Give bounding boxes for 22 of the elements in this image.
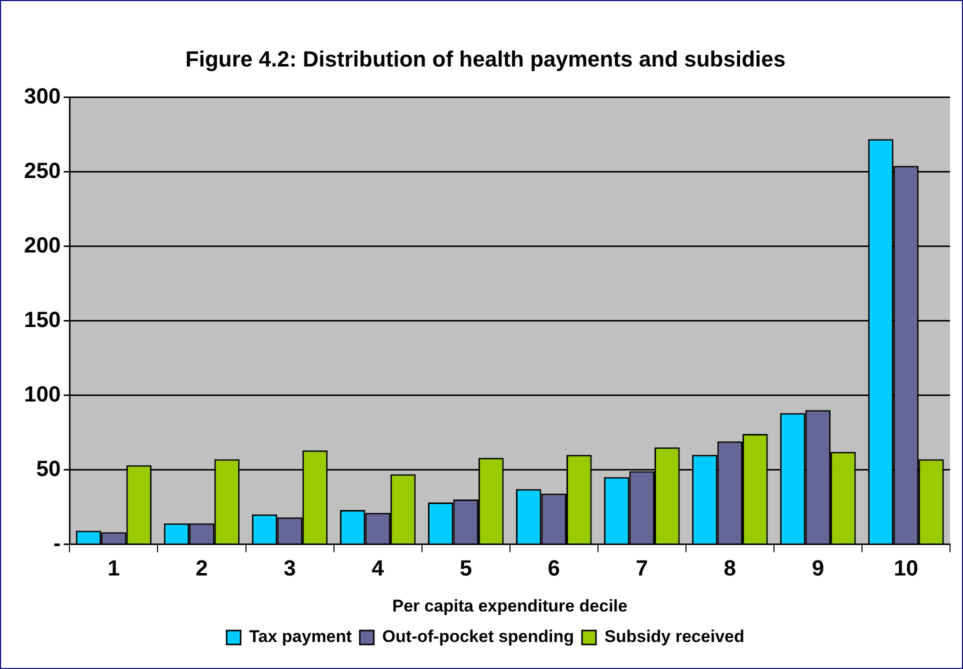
x-tick-label: 1 [108,555,120,580]
legend-label: Out-of-pocket spending [382,627,574,646]
x-tick-label: 7 [636,555,648,580]
y-tick-label: - [53,530,61,556]
x-tick-label: 2 [196,555,208,580]
y-tick-label: 150 [24,306,61,332]
y-tick-label: 300 [24,83,61,108]
x-tick-label: 5 [460,555,472,580]
x-tick-label: 4 [372,555,385,580]
y-tick-label: 250 [24,158,61,183]
x-tick-label: 10 [894,555,918,580]
y-tick-label: 100 [24,381,61,406]
x-axis-title: Per capita expenditure decile [392,596,628,616]
y-tick-label: 200 [24,232,61,258]
legend-label: Subsidy received [604,627,744,646]
x-tick-label: 9 [812,555,824,580]
chart-title: Figure 4.2: Distribution of health payments and subsidies [185,46,786,72]
y-tick-label: 50 [36,456,61,481]
x-tick-label: 6 [548,555,560,580]
x-tick-label: 8 [724,555,736,580]
x-tick-label: 3 [284,555,296,580]
legend-label: Tax payment [249,627,352,646]
